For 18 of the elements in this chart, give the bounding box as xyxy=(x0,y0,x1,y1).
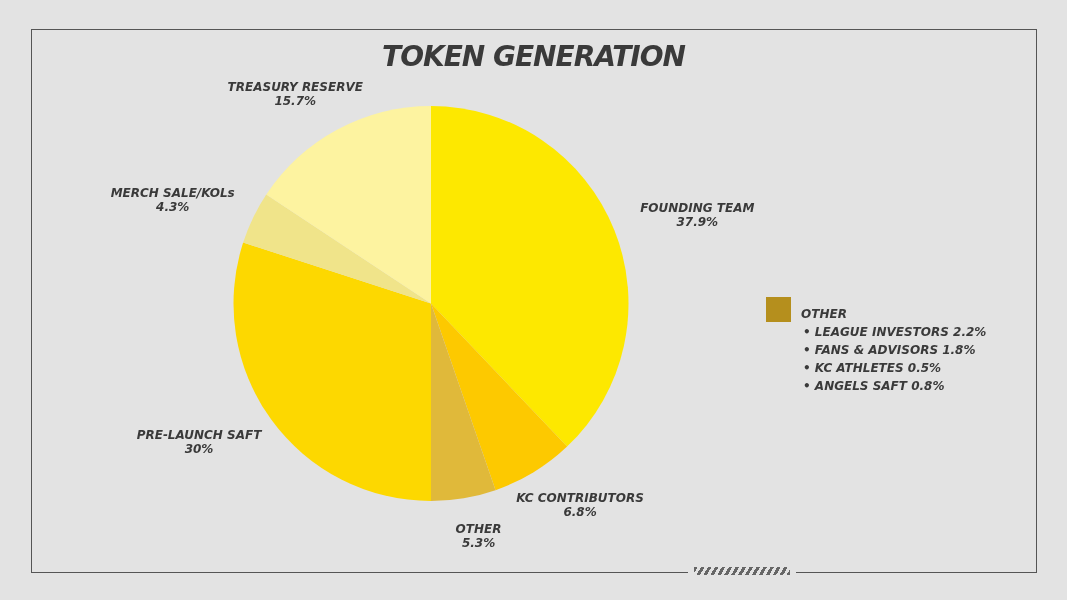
chart-title: TOKEN GENERATION xyxy=(381,40,687,73)
slice-label: FOUNDING TEAM xyxy=(640,200,755,215)
data-label: 5.3% xyxy=(461,536,496,551)
text: • KC ATHLETES 0.5% xyxy=(802,360,943,377)
data-label: 30% xyxy=(184,441,214,456)
legend-title: OTHER xyxy=(801,306,848,323)
data-label: 6.8% xyxy=(563,505,597,520)
slice-label: KC CONTRIBUTORS xyxy=(516,491,644,506)
data-label: 37.9% xyxy=(676,214,719,229)
slice-label: TREASURY RESERVE xyxy=(227,79,364,94)
slice-label: MERCH SALE/KOLs xyxy=(110,185,235,200)
text: • ANGELS SAFT 0.8% xyxy=(802,378,946,395)
text: • LEAGUE INVESTORS 2.2% xyxy=(802,324,987,341)
slice-label: OTHER xyxy=(455,522,502,537)
data-label: 4.3% xyxy=(155,199,190,214)
data-label: 15.7% xyxy=(274,93,317,108)
text: • FANS & ADVISORS 1.8% xyxy=(802,342,977,359)
slice-label: PRE-LAUNCH SAFT xyxy=(136,427,263,442)
